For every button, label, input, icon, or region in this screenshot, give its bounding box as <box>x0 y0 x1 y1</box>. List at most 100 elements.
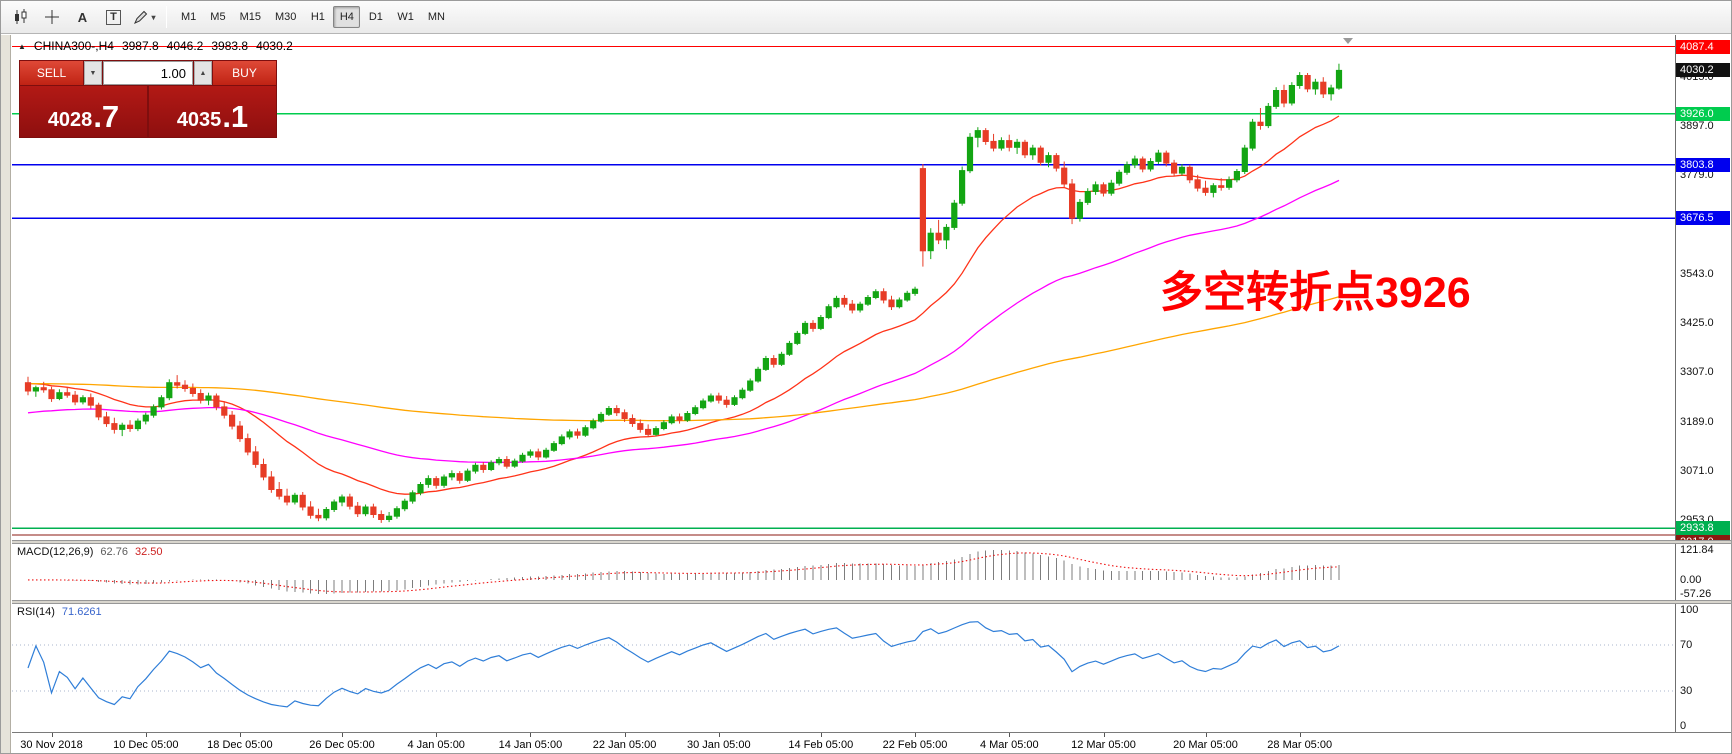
rsi-label-row: RSI(14) 71.6261 <box>17 606 102 618</box>
window-left-border <box>1 35 11 753</box>
time-label: 26 Dec 05:00 <box>309 739 375 751</box>
symbol-arrow-icon: ▲ <box>18 41 26 51</box>
time-label: 14 Jan 05:00 <box>498 739 563 751</box>
time-label: 18 Dec 05:00 <box>207 739 273 751</box>
candlesticks <box>24 63 1343 523</box>
price-tick: 3897.0 <box>1680 120 1714 132</box>
ohlc-open: 3987.8 <box>121 39 159 53</box>
rsi-axis-tick: 30 <box>1680 685 1693 698</box>
price-level-badge-3676.5: 3676.5 <box>1676 211 1730 225</box>
pane-splitter-macd[interactable] <box>12 540 1731 544</box>
time-label: 30 Jan 05:00 <box>686 739 751 751</box>
ohlc-close: 4030.2 <box>256 39 293 53</box>
candlestick-chart-icon[interactable] <box>7 5 34 29</box>
macd-axis[interactable]: 121.84 0.00 -57.26 <box>1675 544 1731 600</box>
rsi-label: RSI(14) <box>17 606 55 618</box>
sell-button[interactable]: SELL <box>20 61 83 85</box>
text-label-icon[interactable]: T <box>100 5 127 29</box>
time-label: 12 Mar 05:00 <box>1071 739 1136 751</box>
time-tick <box>820 733 822 737</box>
timeframe-mn-button[interactable]: MN <box>427 11 445 23</box>
time-axis[interactable]: 30 Nov 2018 10 Dec 05:00 18 Dec 05:00 26 De… <box>12 732 1731 753</box>
macd-signal-value: 32.50 <box>134 546 163 558</box>
time-tick <box>145 733 147 737</box>
time-tick <box>1299 733 1301 737</box>
rsi-axis-tick: 70 <box>1680 638 1693 651</box>
macd-histogram <box>35 550 1340 594</box>
ma-mid-magenta <box>27 179 1340 464</box>
macd-chart-canvas[interactable] <box>12 544 1677 600</box>
chart-window: 多空转折点3926 4015.03897.03779.03543.03425.0… <box>1 35 1731 753</box>
time-tick <box>1205 733 1207 737</box>
rsi-chart-canvas[interactable] <box>12 604 1677 732</box>
volume-decrease-button[interactable]: ▼ <box>84 61 102 85</box>
toolbar-icons: A T ▾ <box>7 5 158 29</box>
timeframe-m30-button[interactable]: M30 <box>274 11 297 23</box>
volume-input[interactable] <box>103 61 193 85</box>
price-axis[interactable]: 4015.03897.03779.03543.03425.03307.03189… <box>1675 35 1731 549</box>
ohlc-low: 3983.8 <box>211 39 249 53</box>
crosshair-icon[interactable] <box>38 5 65 29</box>
macd-axis-tick: 0.00 <box>1680 573 1702 586</box>
rsi-line <box>27 621 1340 708</box>
buy-button[interactable]: BUY <box>213 61 276 85</box>
text-annotation-icon[interactable]: A <box>77 9 88 25</box>
time-label: 20 Mar 05:00 <box>1173 739 1238 751</box>
timeframe-h1-button[interactable]: H1 <box>310 11 325 23</box>
timeframe-d1-button[interactable]: D1 <box>368 11 383 23</box>
rsi-pane: 100 70 30 0 RSI(14) 71.6261 <box>12 604 1731 732</box>
rsi-value: 71.6261 <box>61 606 102 618</box>
price-level-badge-2933.8: 2933.8 <box>1676 521 1730 535</box>
time-label: 22 Feb 05:00 <box>882 739 948 751</box>
time-label: 4 Mar 05:00 <box>979 739 1039 751</box>
time-tick <box>342 733 343 737</box>
rsi-axis-tick: 100 <box>1680 604 1699 616</box>
ask-price-main: 4035 <box>176 109 222 131</box>
ask-price-tile[interactable]: 4035.1 <box>149 86 276 137</box>
timeframe-w1-button[interactable]: W1 <box>397 11 414 23</box>
time-label: 4 Jan 05:00 <box>407 739 465 751</box>
chart-shift-marker[interactable] <box>1343 38 1353 44</box>
macd-label: MACD(12,26,9) <box>17 546 94 558</box>
macd-pane: 121.84 0.00 -57.26 MACD(12,26,9) 62.76 32.50 <box>12 544 1731 600</box>
symbol-period-label: CHINA300-,H4 <box>33 39 114 53</box>
rsi-axis[interactable]: 100 70 30 0 <box>1675 604 1731 732</box>
chart-annotation-text[interactable]: 多空转折点3926 <box>1160 269 1471 317</box>
macd-main-value: 62.76 <box>100 546 128 558</box>
price-level-badge-3803.8: 3803.8 <box>1676 157 1730 172</box>
price-pane: 多空转折点3926 4015.03897.03779.03543.03425.0… <box>12 35 1731 549</box>
macd-signal-line <box>28 552 1340 593</box>
price-level-badge-3926.0: 3926.0 <box>1676 106 1730 121</box>
time-tick <box>915 733 916 737</box>
current-price-badge: 4030.2 <box>1676 63 1730 78</box>
toolbar-separator <box>166 6 167 28</box>
bid-price-tile[interactable]: 4028.7 <box>20 86 147 137</box>
ohlc-high: 4046.2 <box>166 39 204 53</box>
one-click-trade-panel: SELL ▼ ▲ BUY 4028.7 4035.1 <box>19 60 277 138</box>
price-tick: 3543.0 <box>1680 267 1714 280</box>
macd-axis-tick: -57.26 <box>1680 588 1712 600</box>
timeframe-buttons: M1 M5 M15 M30 H1 H4 D1 W1 MN <box>175 6 451 28</box>
time-label: 14 Feb 05:00 <box>788 739 854 751</box>
bid-price-main: 4028 <box>47 109 93 131</box>
timeframe-h4-button[interactable]: H4 <box>333 6 361 28</box>
price-tick: 3307.0 <box>1680 366 1714 379</box>
price-tick: 3425.0 <box>1680 317 1714 329</box>
price-level-badge-4087.4: 4087.4 <box>1676 39 1730 54</box>
price-tick: 3189.0 <box>1680 415 1714 428</box>
toolbar: A T ▾ M1 M5 M15 M30 H1 H4 D1 W1 MN <box>1 1 1731 34</box>
price-chart-canvas[interactable]: 多空转折点3926 <box>12 35 1677 540</box>
timeframe-m1-button[interactable]: M1 <box>181 11 197 23</box>
pane-splitter-rsi[interactable] <box>12 600 1731 604</box>
volume-increase-button[interactable]: ▲ <box>194 61 212 85</box>
trade-panel-prices: 4028.7 4035.1 <box>20 86 276 137</box>
drawing-tools-icon[interactable]: ▾ <box>131 5 158 29</box>
price-tick: 3071.0 <box>1680 464 1714 477</box>
timeframe-m5-button[interactable]: M5 <box>210 11 226 23</box>
time-tick <box>718 733 720 737</box>
time-label: 30 Nov 2018 <box>20 739 83 751</box>
rsi-axis-tick: 0 <box>1680 720 1687 732</box>
macd-label-row: MACD(12,26,9) 62.76 32.50 <box>17 546 162 558</box>
timeframe-m15-button[interactable]: M15 <box>239 11 261 23</box>
